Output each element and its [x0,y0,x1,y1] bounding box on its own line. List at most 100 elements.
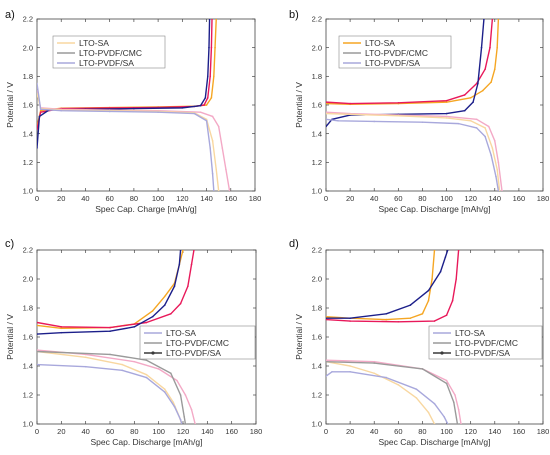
data-point [163,304,166,306]
data-point [475,118,478,121]
data-point [133,326,136,328]
data-point [431,278,433,280]
data-point [427,289,430,292]
data-point [463,94,466,96]
data-point [496,168,498,171]
series-group [326,250,462,424]
legend-label: LTO-PVDF/SA [166,348,221,358]
data-point [145,376,148,379]
data-point [176,379,178,382]
data-point [326,111,327,113]
series-line-lavender [326,118,500,191]
data-point [145,321,148,324]
data-point [190,263,193,266]
x-tick-label: 180 [249,194,262,203]
data-point [491,147,494,149]
data-point [349,365,351,367]
data-point [145,373,148,376]
x-tick-label: 60 [106,427,114,436]
data-point [60,327,63,330]
x-tick-label: 180 [250,427,263,436]
data-point [157,111,159,113]
data-point [38,115,41,118]
data-point [215,19,218,20]
x-tick-label: 80 [418,427,426,436]
y-tick-label: 2.2 [23,246,33,255]
data-point [326,112,327,115]
y-axis-label: Potential / V [294,314,304,360]
data-point [326,317,327,319]
data-point [178,263,181,266]
data-point [84,356,87,359]
x-axis-label: Spec Cap. Discharge [mAh/g] [91,437,203,447]
data-point [433,250,436,251]
data-point [421,368,424,370]
legend-label: LTO-SA [79,38,109,48]
data-point [37,82,38,85]
x-tick-label: 120 [177,427,190,436]
data-point [60,326,63,328]
data-point [385,376,388,379]
data-point [133,360,136,363]
data-point [206,97,209,99]
y-tick-label: 2.2 [23,15,33,24]
series-line-navy [326,19,485,127]
data-point [457,408,460,411]
data-point [397,102,400,104]
data-point [409,317,412,319]
data-point [445,101,448,103]
data-point [421,313,424,315]
data-point [477,82,479,85]
data-point [326,125,327,128]
data-point [228,190,231,191]
x-tick-label: 140 [489,194,502,203]
data-point [491,19,494,20]
data-point [179,250,182,251]
data-point [214,46,216,49]
y-tick-label: 2.0 [312,43,322,52]
data-point [497,161,500,164]
data-point [39,109,42,112]
data-point [151,310,154,312]
series-line-lavender [326,371,449,424]
data-point [326,318,327,321]
x-axis-label: Spec Cap. Discharge [mAh/g] [379,437,491,447]
y-tick-label: 1.8 [23,72,33,81]
data-point [445,314,448,317]
data-point [493,68,496,70]
data-point [326,315,327,318]
x-tick-label: 20 [346,194,354,203]
data-point [497,190,500,191]
data-point [495,175,497,178]
data-point [193,250,195,251]
data-point [457,122,460,125]
data-point [181,107,184,109]
data-point [182,250,184,251]
panel-letter: d) [289,238,299,250]
data-point [445,117,448,119]
y-tick-label: 1.2 [312,158,322,167]
data-point [349,320,351,322]
x-tick-label: 120 [176,194,189,203]
data-point [349,371,351,373]
data-point [452,401,455,404]
data-point [193,112,196,115]
data-point [326,359,327,361]
data-point [373,360,376,363]
series-group [37,250,196,424]
data-point [170,313,172,315]
data-point [481,89,484,92]
x-tick-label: 180 [537,194,550,203]
data-point [190,408,193,411]
series-line-pink [326,250,460,323]
x-tick-label: 140 [200,194,213,203]
data-point [415,397,418,399]
data-point [415,388,418,391]
data-point [208,46,210,49]
legend-label: LTO-PVDF/CMC [455,338,518,348]
x-tick-label: 100 [152,427,165,436]
x-tick-label: 0 [35,427,39,436]
